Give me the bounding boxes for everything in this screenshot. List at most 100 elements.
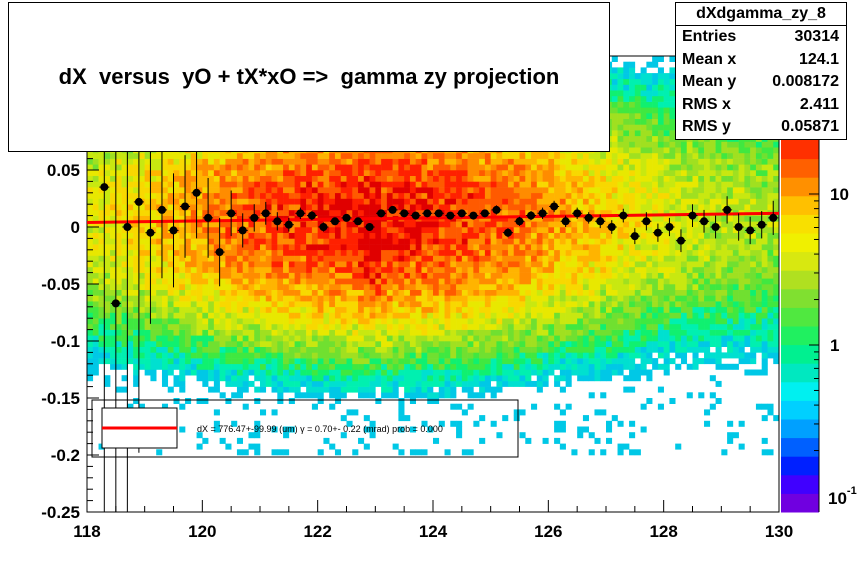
heatmap-cell <box>225 158 232 165</box>
heatmap-cell <box>288 158 295 165</box>
heatmap-cell <box>421 227 428 233</box>
heatmap-cell <box>92 266 99 273</box>
heatmap-cell <box>438 192 445 199</box>
heatmap-cell <box>473 192 480 199</box>
heatmap-cell <box>213 369 220 376</box>
heatmap-cell <box>369 420 376 427</box>
heatmap-cell <box>507 352 515 359</box>
heatmap-cell <box>283 158 290 165</box>
heatmap-cell <box>531 181 538 188</box>
heatmap-cell <box>254 249 261 256</box>
heatmap-cell <box>375 152 382 159</box>
heatmap-cell <box>542 323 549 330</box>
heatmap-cell <box>392 192 399 199</box>
heatmap-cell <box>98 329 105 336</box>
heatmap-cell <box>208 341 215 347</box>
heatmap-cell <box>213 295 220 302</box>
heatmap-cell <box>340 289 347 296</box>
heatmap-cell <box>306 335 313 342</box>
heatmap-cell <box>185 158 192 165</box>
heatmap-cell <box>559 272 566 279</box>
heatmap-cell <box>456 403 463 410</box>
heatmap-cell <box>496 249 503 256</box>
heatmap-cell <box>542 261 549 268</box>
heatmap-cell <box>323 363 330 370</box>
heatmap-cell <box>185 295 192 302</box>
heatmap-cell <box>559 261 566 268</box>
heatmap-cell <box>121 198 128 205</box>
heatmap-cell <box>559 227 566 233</box>
heatmap-cell <box>427 221 434 228</box>
heatmap-cell <box>150 187 157 194</box>
heatmap-cell <box>565 192 572 199</box>
heatmap-cell <box>121 306 128 313</box>
heatmap-cell <box>375 352 382 359</box>
heatmap-cell <box>87 198 94 205</box>
heatmap-cell <box>496 335 503 342</box>
heatmap-cell <box>438 227 445 233</box>
heatmap-cell <box>179 284 186 290</box>
heatmap-cell <box>381 358 388 365</box>
heatmap-cell <box>456 255 463 262</box>
heatmap-cell <box>121 323 128 330</box>
heatmap-cell <box>104 301 111 308</box>
heatmap-cell <box>427 152 434 159</box>
heatmap-cell <box>271 266 278 273</box>
heatmap-cell <box>254 158 261 165</box>
heatmap-cell <box>554 284 561 290</box>
heatmap-cell <box>519 323 526 330</box>
heatmap-cell <box>231 187 238 194</box>
heatmap-cell <box>271 369 278 376</box>
heatmap-cell <box>548 284 555 290</box>
heatmap-cell <box>329 192 336 199</box>
heatmap-cell <box>415 449 422 456</box>
heatmap-cell <box>363 306 370 313</box>
heatmap-cell <box>479 227 486 233</box>
heatmap-cell <box>456 284 463 290</box>
heatmap-cell <box>415 164 422 171</box>
heatmap-cell <box>236 335 243 342</box>
heatmap-cell <box>363 289 370 296</box>
heatmap-cell <box>340 363 347 370</box>
heatmap-cell <box>271 227 278 233</box>
heatmap-cell <box>358 209 365 216</box>
heatmap-cell <box>236 312 243 319</box>
heatmap-cell <box>565 358 572 365</box>
heatmap-cell <box>334 392 342 399</box>
heatmap-cell <box>92 164 99 171</box>
heatmap-cell <box>121 187 128 194</box>
heatmap-cell <box>306 187 313 194</box>
heatmap-cell <box>179 255 186 262</box>
heatmap-cell <box>525 238 532 245</box>
heatmap-cell <box>531 244 538 251</box>
heatmap-cell <box>536 272 543 279</box>
heatmap-cell <box>467 329 474 336</box>
heatmap-cell <box>519 312 526 319</box>
heatmap-cell <box>311 152 318 159</box>
heatmap-cell <box>496 352 503 359</box>
heatmap-cell <box>502 375 509 382</box>
heatmap-cell <box>381 261 388 268</box>
heatmap-cell <box>271 238 278 245</box>
heatmap-cell <box>317 152 324 159</box>
heatmap-cell <box>92 170 99 176</box>
heatmap-cell <box>294 192 301 199</box>
heatmap-cell <box>461 369 468 376</box>
heatmap-cell <box>433 170 440 176</box>
heatmap-cell <box>334 375 342 382</box>
heatmap-cell <box>513 369 520 376</box>
heatmap-cell <box>133 318 140 325</box>
heatmap-cell <box>202 358 209 365</box>
heatmap-cell <box>317 164 324 171</box>
heatmap-cell <box>427 426 434 433</box>
heatmap-cell <box>254 312 261 319</box>
heatmap-cell <box>358 335 365 342</box>
heatmap-cell <box>438 341 445 347</box>
heatmap-cell <box>173 358 180 365</box>
heatmap-cell <box>548 363 555 370</box>
heatmap-cell <box>548 272 555 279</box>
heatmap-cell <box>565 244 572 251</box>
heatmap-cell <box>231 335 238 342</box>
heatmap-cell <box>427 192 434 199</box>
heatmap-cell <box>559 255 566 262</box>
